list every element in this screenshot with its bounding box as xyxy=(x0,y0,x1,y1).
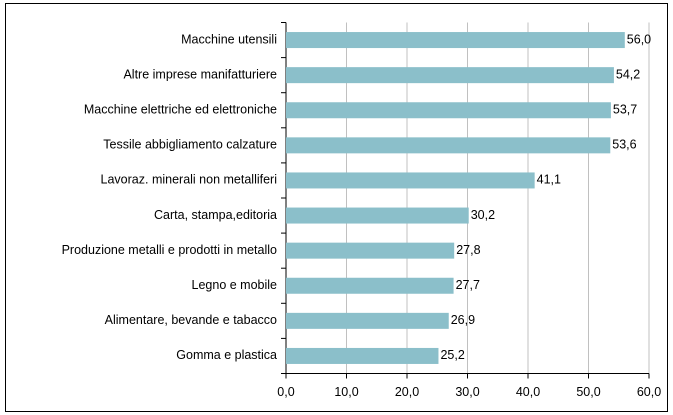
value-label: 41,1 xyxy=(537,173,561,187)
bar xyxy=(286,137,611,154)
y-tick-label: Gomma e plastica xyxy=(176,348,277,362)
y-tick-label: Carta, stampa,editoria xyxy=(154,208,277,222)
value-label: 26,9 xyxy=(451,313,475,327)
value-label: 53,7 xyxy=(613,103,637,117)
y-tick-label: Macchine elettriche ed elettroniche xyxy=(84,103,277,117)
y-tick-label: Lavoraz. minerali non metalliferi xyxy=(101,173,277,187)
value-label: 25,2 xyxy=(440,348,464,362)
x-tick-label: 40,0 xyxy=(516,385,540,399)
value-label: 54,2 xyxy=(616,67,640,81)
x-tick-label: 20,0 xyxy=(395,385,419,399)
y-tick-label: Legno e mobile xyxy=(192,278,278,292)
y-tick-label: Produzione metalli e prodotti in metallo xyxy=(62,243,277,257)
bar xyxy=(286,277,454,294)
bar xyxy=(286,172,535,189)
value-label: 53,6 xyxy=(612,138,636,152)
bar xyxy=(286,242,455,259)
bar xyxy=(286,347,439,364)
x-tick-label: 30,0 xyxy=(455,385,479,399)
x-tick-label: 10,0 xyxy=(334,385,358,399)
y-tick-label: Altre imprese manifatturiere xyxy=(123,67,277,81)
y-tick-label: Tessile abbigliamento calzature xyxy=(103,138,277,152)
x-tick-label: 0,0 xyxy=(277,385,294,399)
bar xyxy=(286,102,611,119)
y-tick-label: Alimentare, bevande e tabacco xyxy=(105,313,277,327)
value-label: 56,0 xyxy=(627,32,651,46)
bar xyxy=(286,312,449,329)
value-label: 27,7 xyxy=(456,278,480,292)
value-label: 27,8 xyxy=(456,243,480,257)
x-tick-label: 60,0 xyxy=(637,385,661,399)
value-label: 30,2 xyxy=(471,208,495,222)
x-tick-label: 50,0 xyxy=(576,385,600,399)
bar xyxy=(286,32,625,49)
bar xyxy=(286,207,469,224)
y-tick-label: Macchine utensili xyxy=(181,32,277,46)
bar xyxy=(286,67,614,84)
